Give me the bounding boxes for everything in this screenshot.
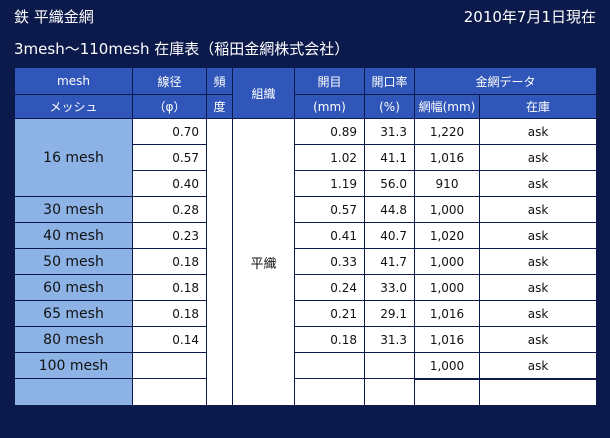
opening-cell: 0.18: [294, 326, 365, 353]
stock-cell: ask: [478, 248, 598, 275]
open-rate-cell: [364, 352, 415, 379]
width-cell: 910: [414, 170, 480, 197]
wire-cell: 0.23: [132, 222, 207, 249]
opening-cell: 0.24: [294, 274, 365, 301]
table-row: 65 mesh 0.18 0.21 29.1 1,016 ask: [14, 300, 598, 327]
wire-cell: 0.28: [132, 196, 207, 223]
stock-cell: ask: [478, 326, 598, 353]
open-rate-cell: 56.0: [364, 170, 415, 197]
opening-cell: [294, 352, 365, 379]
open-rate-unit: (%): [364, 94, 415, 119]
wire-cell: 0.70: [132, 118, 207, 145]
stock-cell: ask: [478, 196, 598, 223]
mesh-cell: 30 mesh: [14, 196, 133, 223]
opening-cell: 0.57: [294, 196, 365, 223]
width-cell: 1,016: [414, 326, 480, 353]
weave-header: 組織: [232, 67, 295, 119]
mesh-cell: [14, 378, 133, 406]
freq-header: 頻: [206, 67, 233, 95]
wire-header: 線径: [132, 67, 207, 95]
page-title: 鉄 平織金網: [14, 8, 94, 26]
open-rate-cell: 41.7: [364, 248, 415, 275]
width-cell: 1,000: [414, 274, 480, 301]
date-label: 2010年7月1日現在: [463, 8, 596, 26]
mesh-header-en: mesh: [14, 67, 133, 95]
wire-cell: 0.14: [132, 326, 207, 353]
table-row: 40 mesh 0.23 0.41 40.7 1,020 ask: [14, 222, 598, 249]
width-cell: 1,020: [414, 222, 480, 249]
mesh-cell: 60 mesh: [14, 274, 133, 301]
weave-cell: 平織: [232, 118, 295, 406]
width-cell: 1,016: [414, 144, 480, 171]
wire-cell: 0.57: [132, 144, 207, 171]
table-row: 50 mesh 0.18 0.33 41.7 1,000 ask: [14, 248, 598, 275]
width-header: 網幅(mm): [414, 94, 480, 119]
opening-cell: 0.21: [294, 300, 365, 327]
mesh-cell: 16 mesh: [14, 118, 133, 197]
opening-header: 開目: [294, 67, 365, 95]
freq-header-2: 度: [206, 94, 233, 119]
mesh-cell: 50 mesh: [14, 248, 133, 275]
stock-cell: [478, 379, 598, 406]
mesh-cell: 40 mesh: [14, 222, 133, 249]
open-rate-cell: 31.3: [364, 118, 415, 145]
open-rate-header: 開口率: [364, 67, 415, 95]
wire-unit: （φ）: [132, 94, 207, 119]
opening-cell: 0.33: [294, 248, 365, 275]
table-row: 0.40 1.19 56.0 910 ask: [15, 170, 598, 197]
open-rate-cell: 41.1: [364, 144, 415, 171]
table-row: 100 mesh 1,000 ask: [14, 352, 598, 379]
width-cell: 1,000: [414, 248, 480, 275]
opening-cell: 0.41: [294, 222, 365, 249]
stock-header: 在庫: [478, 94, 598, 119]
open-rate-cell: 33.0: [364, 274, 415, 301]
width-cell: 1,016: [414, 300, 480, 327]
wire-cell: 0.40: [132, 170, 207, 197]
stock-cell: ask: [478, 274, 598, 301]
table-row: 0.57 1.02 41.1 1,016 ask: [15, 144, 598, 171]
freq-cell: [206, 118, 233, 406]
mesh-cell: 100 mesh: [14, 352, 133, 379]
data-header: 金網データ: [413, 67, 598, 95]
table-row: 80 mesh 0.14 0.18 31.3 1,016 ask: [14, 326, 598, 353]
mesh-cell: 65 mesh: [14, 300, 133, 327]
width-cell: 1,000: [414, 352, 480, 379]
wire-cell: [132, 378, 207, 406]
open-rate-cell: 31.3: [364, 326, 415, 353]
stock-cell: ask: [478, 170, 598, 197]
table-row: 16 mesh 0.70 平織 0.89 31.3 1,220 ask: [14, 118, 598, 406]
table-row: [15, 379, 598, 406]
width-cell: [414, 379, 480, 406]
wire-cell: 0.18: [132, 300, 207, 327]
table-row: 60 mesh 0.18 0.24 33.0 1,000 ask: [14, 274, 598, 301]
opening-cell: 1.02: [294, 144, 365, 171]
opening-cell: [294, 378, 365, 406]
stock-cell: ask: [478, 118, 598, 145]
stock-cell: ask: [478, 144, 598, 171]
open-rate-cell: 29.1: [364, 300, 415, 327]
width-cell: 1,000: [414, 196, 480, 223]
wire-cell: 0.18: [132, 248, 207, 275]
opening-cell: 0.89: [294, 118, 365, 145]
page-subtitle: 3mesh〜110mesh 在庫表（稲田金網株式会社）: [14, 40, 350, 58]
opening-cell: 1.19: [294, 170, 365, 197]
open-rate-cell: 44.8: [364, 196, 415, 223]
width-cell: 1,220: [414, 118, 480, 145]
wire-cell: [132, 352, 207, 379]
stock-cell: ask: [478, 352, 598, 379]
open-rate-cell: [364, 378, 415, 406]
mesh-header-jp: メッシュ: [14, 94, 133, 119]
opening-unit: (mm): [294, 94, 365, 119]
stock-cell: ask: [478, 222, 598, 249]
open-rate-cell: 40.7: [364, 222, 415, 249]
wire-cell: 0.18: [132, 274, 207, 301]
stock-cell: ask: [478, 300, 598, 327]
stock-table: mesh 線径 頻 組織 開目 開口率 金網データ メッシュ （φ） 度 (mm…: [14, 67, 598, 406]
mesh-cell: 80 mesh: [14, 326, 133, 353]
table-row: 30 mesh 0.28 0.57 44.8 1,000 ask: [14, 196, 598, 223]
